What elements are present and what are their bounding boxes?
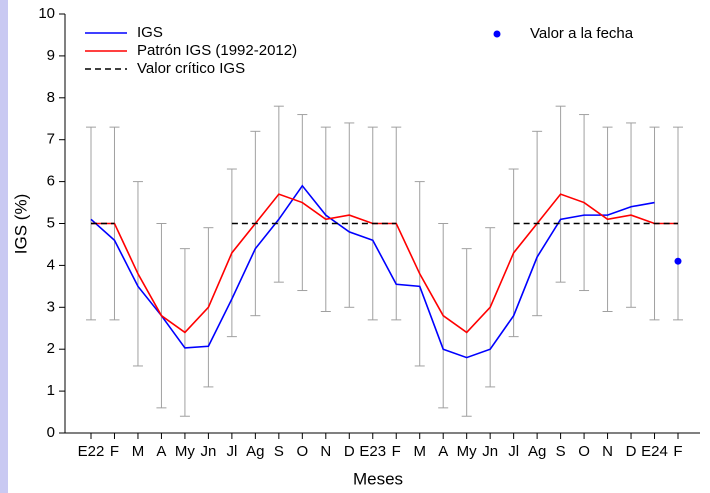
y-tick-label: 8 [47, 89, 55, 106]
x-tick-label: E22 [78, 443, 105, 460]
x-tick-label: M [132, 443, 145, 460]
legend-label: Patrón IGS (1992-2012) [137, 42, 297, 59]
legend-label: Valor a la fecha [530, 25, 634, 42]
x-tick-label: N [602, 443, 613, 460]
y-axis-label: IGS (%) [11, 194, 30, 254]
point [674, 257, 682, 265]
x-tick-label: E23 [359, 443, 386, 460]
y-tick-label: 6 [47, 173, 55, 190]
x-tick-label: Jn [482, 443, 498, 460]
legend-label: Valor crítico IGS [137, 60, 245, 77]
x-tick-label: O [578, 443, 590, 460]
x-tick-label: F [673, 443, 682, 460]
x-tick-label: Jn [200, 443, 216, 460]
x-tick-label: Jl [226, 443, 237, 460]
x-axis-label: Meses [353, 469, 403, 488]
x-tick-label: My [457, 443, 477, 460]
x-tick-label: E24 [641, 443, 668, 460]
legend-label: IGS [137, 24, 163, 41]
legend-marker [493, 30, 501, 38]
x-tick-label: D [344, 443, 355, 460]
y-tick-label: 9 [47, 47, 55, 64]
y-tick-label: 4 [47, 256, 55, 273]
x-tick-label: A [156, 443, 166, 460]
x-tick-label: S [556, 443, 566, 460]
x-tick-label: My [175, 443, 195, 460]
x-tick-label: Ag [528, 443, 546, 460]
y-tick-label: 2 [47, 340, 55, 357]
x-tick-label: O [296, 443, 308, 460]
side-strip [0, 0, 8, 493]
x-tick-label: Jl [508, 443, 519, 460]
y-tick-label: 0 [47, 424, 55, 441]
y-tick-label: 1 [47, 382, 55, 399]
y-tick-label: 3 [47, 298, 55, 315]
x-tick-label: A [438, 443, 448, 460]
x-tick-label: D [626, 443, 637, 460]
x-tick-label: M [413, 443, 426, 460]
x-tick-label: F [110, 443, 119, 460]
y-tick-label: 7 [47, 131, 55, 148]
y-tick-label: 10 [38, 5, 55, 22]
x-tick-label: F [392, 443, 401, 460]
y-tick-label: 5 [47, 214, 55, 231]
x-tick-label: N [320, 443, 331, 460]
x-tick-label: S [274, 443, 284, 460]
x-tick-label: Ag [246, 443, 264, 460]
series-line [90, 184, 655, 359]
